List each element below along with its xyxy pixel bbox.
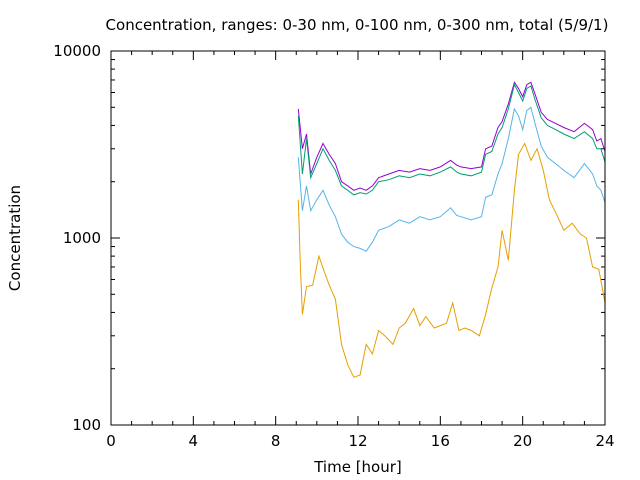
chart-title: Concentration, ranges: 0-30 nm, 0-100 nm…	[106, 16, 609, 34]
x-tick-label: 20	[513, 432, 532, 450]
tick-labels: 0 4 8 12 16 20 24 100 1000 10000	[53, 42, 614, 450]
series-0-300nm-line	[297, 83, 606, 196]
series-total-line	[297, 81, 606, 191]
y-axis-label: Concentration	[6, 185, 24, 291]
plot-frame	[110, 50, 606, 426]
x-axis-label: Time [hour]	[313, 458, 402, 476]
x-tick-label: 16	[431, 432, 450, 450]
series-0-30nm-line	[297, 142, 606, 378]
y-tick-label: 100	[72, 416, 101, 434]
x-tick-label: 0	[106, 432, 116, 450]
x-tick-label: 4	[189, 432, 199, 450]
y-tick-label: 1000	[63, 229, 101, 247]
y-tick-label: 10000	[53, 42, 101, 60]
series-0-100nm-line	[297, 106, 606, 252]
x-tick-label: 12	[348, 432, 367, 450]
series-group	[297, 81, 606, 378]
x-tick-label: 24	[595, 432, 614, 450]
x-tick-label: 8	[271, 432, 281, 450]
